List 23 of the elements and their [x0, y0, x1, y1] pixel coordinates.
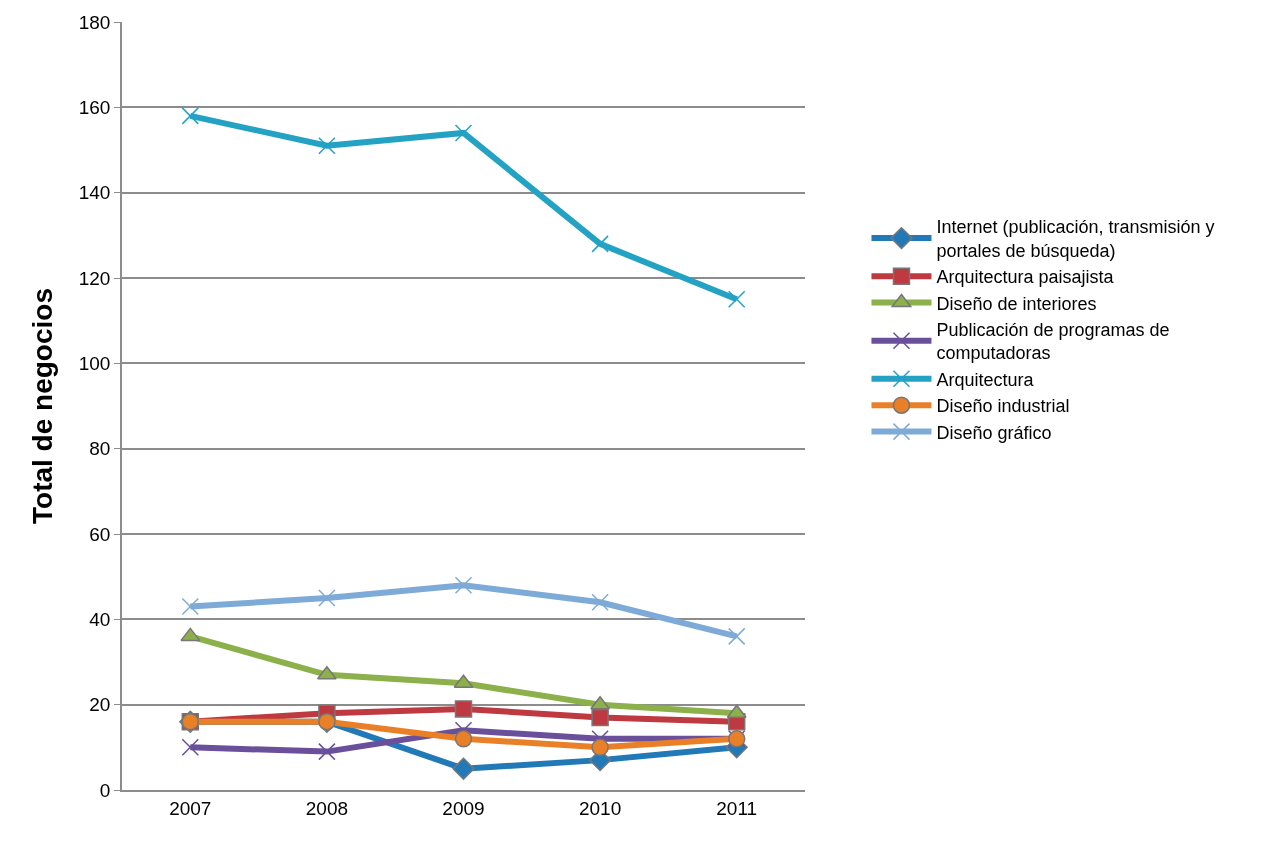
x-tick-label: 2010 — [578, 797, 622, 819]
y-axis-title: Total de negocios — [26, 288, 58, 524]
y-tick-label: 100 — [78, 352, 111, 374]
x-tick-label: 2008 — [305, 797, 349, 819]
x-tick-label: 2007 — [169, 797, 212, 819]
y-tick-label: 140 — [78, 182, 111, 204]
x-tick-label: 2009 — [442, 797, 485, 819]
x-tick-label: 2011 — [716, 797, 758, 819]
y-tick-label: 60 — [89, 523, 111, 545]
y-tick-label: 0 — [99, 779, 111, 801]
y-tick-label: 20 — [89, 694, 111, 716]
legend-label: Arquitectura paisajista — [936, 267, 1115, 288]
legend-label: Diseño de interiores — [936, 293, 1097, 314]
legend-label: Publicación de programas de computadoras — [936, 320, 1170, 364]
y-tick-label: 80 — [89, 438, 111, 460]
y-tick-label: 120 — [78, 267, 111, 289]
y-tick-label: 160 — [78, 96, 111, 118]
legend-label: Diseño industrial — [936, 396, 1070, 417]
legend-label: Diseño gráfico — [936, 422, 1052, 443]
y-tick-label: 180 — [78, 11, 111, 33]
legend-label: Arquitectura — [936, 369, 1035, 390]
legend-label: Internet (publicación, transmisión y portales de búsqueda) — [936, 217, 1215, 261]
y-tick-label: 40 — [89, 608, 111, 630]
